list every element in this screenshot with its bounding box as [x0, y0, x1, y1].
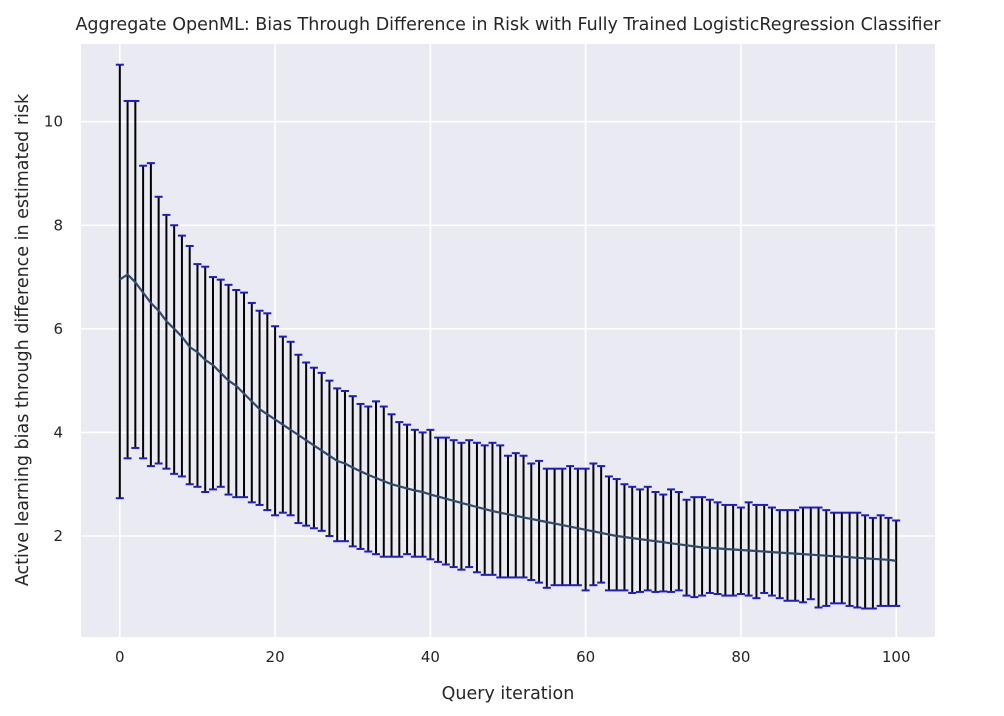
y-tick-label: 10 — [44, 113, 63, 131]
x-axis-label: Query iteration — [442, 684, 575, 704]
mean-line — [119, 273, 897, 562]
chart-title: Aggregate OpenML: Bias Through Differenc… — [75, 15, 941, 35]
x-tick-label: 20 — [266, 648, 285, 666]
x-tick-label: 40 — [421, 648, 440, 666]
y-tick-label: 2 — [53, 527, 63, 545]
x-tick-label: 100 — [882, 648, 911, 666]
y-tick-label: 6 — [53, 320, 63, 338]
y-axis-label: Active learning bias through difference … — [13, 93, 33, 586]
y-tick-labels: 2 4 6 8 10 — [44, 113, 63, 545]
y-tick-label: 8 — [53, 216, 63, 234]
x-tick-label: 60 — [576, 648, 595, 666]
x-tick-label: 80 — [731, 648, 750, 666]
y-tick-label: 4 — [53, 423, 63, 441]
error-bar-caps — [115, 63, 901, 610]
x-tick-labels: 0 20 40 60 80 100 — [115, 648, 910, 666]
x-tick-label: 0 — [115, 648, 125, 666]
mean-line-group — [119, 273, 897, 562]
